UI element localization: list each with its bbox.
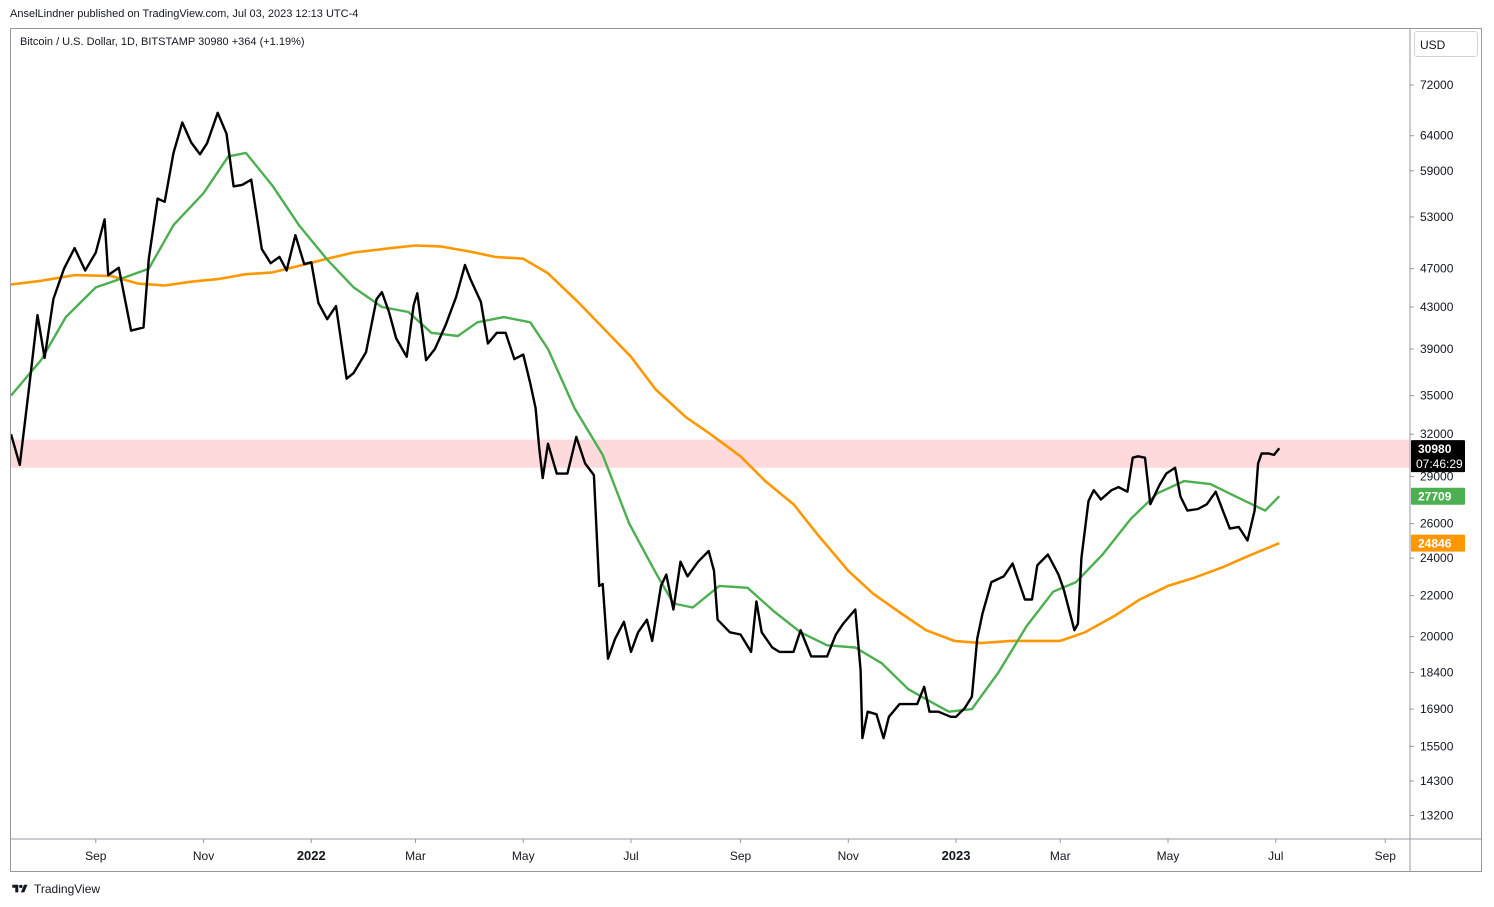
x-tick-label: Mar (405, 849, 426, 863)
y-tick-label: 20000 (1420, 630, 1454, 644)
y-tick-label: 22000 (1420, 589, 1454, 603)
symbol-legend: Bitcoin / U.S. Dollar, 1D, BITSTAMP 3098… (20, 36, 305, 48)
x-tick-label: May (1157, 849, 1180, 863)
x-tick-label: Sep (1375, 849, 1397, 863)
price-label-1-value: 27709 (1418, 490, 1452, 504)
price-label-0-box (1411, 440, 1465, 473)
price-label-2-box (1411, 534, 1465, 552)
y-tick-label: 53000 (1420, 210, 1454, 224)
currency-label: USD (1420, 38, 1446, 52)
header-bar: AnselLindner published on TradingView.co… (0, 0, 1494, 28)
x-tick-label: 2022 (297, 848, 326, 863)
x-tick-label: Sep (730, 849, 752, 863)
y-tick-label: 13200 (1420, 809, 1454, 823)
tradingview-logo-icon (12, 884, 28, 893)
y-tick-label: 39000 (1420, 342, 1454, 356)
y-tick-label: 16900 (1420, 702, 1454, 716)
y-tick-label: 26000 (1420, 517, 1454, 531)
price-label-0-value: 30980 (1418, 442, 1452, 456)
y-tick-label: 43000 (1420, 300, 1454, 314)
publisher-text: AnselLindner published on TradingView.co… (10, 8, 359, 20)
x-tick-label: Jul (623, 849, 638, 863)
x-tick-label: Nov (838, 849, 859, 863)
chart-frame (10, 28, 1482, 872)
x-tick-label: Jul (1268, 849, 1283, 863)
tradingview-footer[interactable]: TradingView (10, 880, 100, 898)
price-label-2-value: 24846 (1418, 537, 1452, 551)
y-tick-label: 14300 (1420, 774, 1454, 788)
y-tick-label: 35000 (1420, 389, 1454, 403)
y-tick-label: 29000 (1420, 470, 1454, 484)
y-tick-label: 18400 (1420, 666, 1454, 680)
footer-brand: TradingView (34, 882, 101, 896)
y-tick-label: 59000 (1420, 164, 1454, 178)
series-price-line (11, 111, 1281, 740)
series-ma-long-line (11, 244, 1280, 645)
x-tick-label: Sep (85, 849, 107, 863)
series-ma-short-line (11, 151, 1281, 713)
price-label-1-box (1411, 487, 1465, 505)
y-tick-label: 32000 (1420, 427, 1454, 441)
y-tick-label: 64000 (1420, 129, 1454, 143)
x-tick-label: May (512, 849, 535, 863)
y-tick-label: 72000 (1420, 78, 1454, 92)
x-tick-label: Mar (1050, 849, 1071, 863)
y-tick-label: 24000 (1420, 551, 1454, 565)
x-tick-label: Nov (193, 849, 214, 863)
x-tick-label: 2023 (942, 848, 971, 863)
price-label-0-countdown: 07:46:29 (1416, 457, 1463, 471)
y-tick-label: 47000 (1420, 262, 1454, 276)
resistance-zone (11, 439, 1410, 468)
y-tick-label: 15500 (1420, 739, 1454, 753)
currency-button[interactable]: USD (1414, 31, 1478, 57)
